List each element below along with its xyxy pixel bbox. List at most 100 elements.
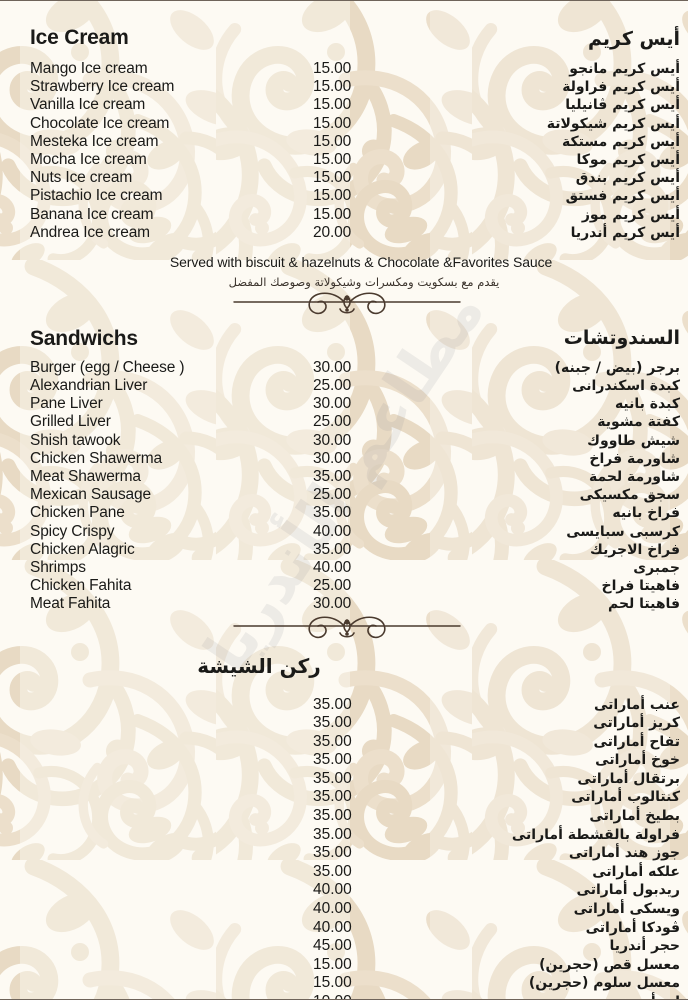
menu-row: Chicken Pane 35.00 فراخ بانيه <box>0 504 688 522</box>
item-name-arabic: أيس كريم فراولة <box>562 79 680 96</box>
item-price: 15.00 <box>313 150 352 168</box>
ice-cream-item-list: Mango Ice cream 15.00 أيس كريم مانجو Str… <box>0 60 688 242</box>
item-price: 30.00 <box>313 358 352 376</box>
menu-row: Mocha Ice cream 15.00 أيس كريم موكا <box>0 151 688 169</box>
menu-row: 35.00 كريز أماراتى <box>0 714 688 733</box>
item-price: 15.00 <box>313 78 352 96</box>
menu-row: Strawberry Ice cream 15.00 أيس كريم فراو… <box>0 78 688 96</box>
menu-row: Pistachio Ice cream 15.00 أيس كريم فستق <box>0 187 688 205</box>
item-name-arabic: خوخ أماراتى <box>595 752 680 769</box>
ice-cream-note: Served with biscuit & hazelnuts & Chocol… <box>169 253 553 270</box>
menu-row: Burger (egg / Cheese ) 30.00 برجر (بيض /… <box>0 359 688 377</box>
ornament-divider <box>0 289 688 317</box>
section-title-sandwichs-arabic: السندوتشات <box>563 326 680 349</box>
menu-row: 35.00 تفاح أماراتى <box>0 733 688 752</box>
flourish-icon <box>233 292 461 315</box>
item-price: 40.00 <box>313 558 352 576</box>
menu-row: 35.00 كنتالوب أماراتى <box>0 788 688 807</box>
item-price: 35.00 <box>313 468 352 485</box>
menu-row: Alexandrian Liver 25.00 كبدة اسكندرانى <box>0 377 688 395</box>
item-name-arabic: أيس كريم أندريا <box>570 224 681 241</box>
item-price: 15.00 <box>313 955 352 973</box>
item-name-arabic: شاورمة لحمة <box>588 469 680 485</box>
item-name-arabic: حجر أندريا <box>609 938 680 955</box>
item-name: Nuts Ice cream <box>30 169 133 187</box>
item-name: Pane Liver <box>30 395 103 413</box>
menu-row: Pane Liver 30.00 كبدة بانيه <box>0 395 688 413</box>
item-price: 20.00 <box>313 223 352 241</box>
item-price: 40.00 <box>313 900 352 918</box>
shisha-item-list: 35.00 عنب أماراتى 35.00 كريز أماراتى 35.… <box>0 696 688 1000</box>
menu-row: Mesteka Ice cream 15.00 أيس كريم مستكة <box>0 133 688 151</box>
section-title-shisha-arabic: ركن الشيشة <box>197 653 321 678</box>
item-name: Shrimps <box>30 558 86 576</box>
ice-cream-note-arabic: يقدم مع بسكويت ومكسرات وشيكولاتة وصوصك ا… <box>228 274 500 289</box>
item-name-arabic: شيش طاووك <box>587 432 680 449</box>
item-name-arabic: فراولة بالقشطة أماراتى <box>511 826 680 843</box>
item-name: Chicken Fahita <box>30 577 132 595</box>
item-price: 15.00 <box>313 187 352 205</box>
sandwichs-item-list: Burger (egg / Cheese ) 30.00 برجر (بيض /… <box>0 359 688 614</box>
item-name-arabic: فراخ الاجريك <box>590 541 680 558</box>
menu-row: 35.00 برتقال أماراتى <box>0 770 688 789</box>
item-price: 35.00 <box>313 504 352 522</box>
item-name: Shish tawook <box>30 431 121 449</box>
item-name-arabic: ويسكى أماراتى <box>573 901 680 918</box>
item-price: 35.00 <box>313 862 352 880</box>
menu-row: 40.00 ڤودكا أماراتى <box>0 919 688 938</box>
item-price: 35.00 <box>313 807 352 825</box>
item-name: Chicken Pane <box>30 504 125 522</box>
item-name-arabic: فراخ بانيه <box>612 505 680 522</box>
menu-row: Chicken Alagric 35.00 فراخ الاجريك <box>0 541 688 559</box>
menu-row: 35.00 خوخ أماراتى <box>0 751 688 770</box>
item-price: 25.00 <box>313 413 352 431</box>
item-price: 30.00 <box>313 395 352 413</box>
item-name: Vanilla Ice cream <box>30 96 146 114</box>
item-name-arabic: معسل سلوم (حجرين) <box>528 975 680 992</box>
item-price: 30.00 <box>313 431 352 449</box>
item-price: 15.00 <box>313 60 352 77</box>
section-title-ice-cream-arabic: أيس كريم <box>587 28 680 50</box>
item-name-arabic: أيس كريم مستكة <box>562 133 680 150</box>
item-price: 40.00 <box>313 881 352 899</box>
item-price: 35.00 <box>313 844 352 862</box>
menu-row: Banana Ice cream 15.00 أيس كريم موز <box>0 206 688 224</box>
item-name: Grilled Liver <box>30 413 111 431</box>
item-price: 15.00 <box>313 132 352 150</box>
menu-row: Shrimps 40.00 جمبرى <box>0 559 688 577</box>
item-name-arabic: ڤودكا أماراتى <box>585 919 680 936</box>
item-name-arabic: تفاح أماراتى <box>593 733 680 750</box>
menu-row: Vanilla Ice cream 15.00 أيس كريم ڤانيليا <box>0 96 688 114</box>
item-price: 40.00 <box>313 522 352 540</box>
menu-row: Meat Shawerma 35.00 شاورمة لحمة <box>0 468 688 486</box>
menu-row: 35.00 فراولة بالقشطة أماراتى <box>0 826 688 845</box>
item-name-arabic: شاورمة فراخ <box>589 450 680 467</box>
item-name-arabic: كفتة مشوية <box>597 414 680 431</box>
item-name: Banana Ice cream <box>30 205 154 223</box>
item-price: 35.00 <box>313 769 352 787</box>
item-name-arabic: كريز أماراتى <box>593 715 680 732</box>
item-price: 25.00 <box>313 486 352 504</box>
menu-row: 45.00 حجر أندريا <box>0 937 688 956</box>
item-price: 15.00 <box>313 205 352 223</box>
item-name-arabic: كبدة اسكندرانى <box>572 378 680 395</box>
item-name-arabic: برجر (بيض / جبنه) <box>554 359 681 376</box>
item-name-arabic: عنب أماراتى <box>594 696 680 713</box>
menu-row: 35.00 جوز هند أماراتى <box>0 844 688 863</box>
menu-row: Mexican Sausage 25.00 سجق مكسيكى <box>0 486 688 504</box>
item-name: Andrea Ice cream <box>30 223 150 241</box>
item-name-arabic: جمبرى <box>633 559 680 576</box>
item-price: 35.00 <box>313 732 352 750</box>
item-name-arabic: معسل قص (حجرين) <box>539 956 680 973</box>
item-name: Chicken Alagric <box>30 540 135 558</box>
item-name: Burger (egg / Cheese ) <box>30 358 185 376</box>
menu-row: Chicken Fahita 25.00 فاهيتا فراخ <box>0 577 688 595</box>
item-name-arabic: فاهيتا فراخ <box>601 578 681 595</box>
item-price: 35.00 <box>313 540 352 558</box>
item-name: Spicy Crispy <box>30 522 115 540</box>
item-name: Chocolate Ice cream <box>30 114 170 132</box>
menu-row: Meat Fahita 30.00 فاهيتا لحم <box>0 595 688 613</box>
item-name-arabic: كنتالوب أماراتى <box>571 789 680 806</box>
item-price: 30.00 <box>313 449 352 467</box>
